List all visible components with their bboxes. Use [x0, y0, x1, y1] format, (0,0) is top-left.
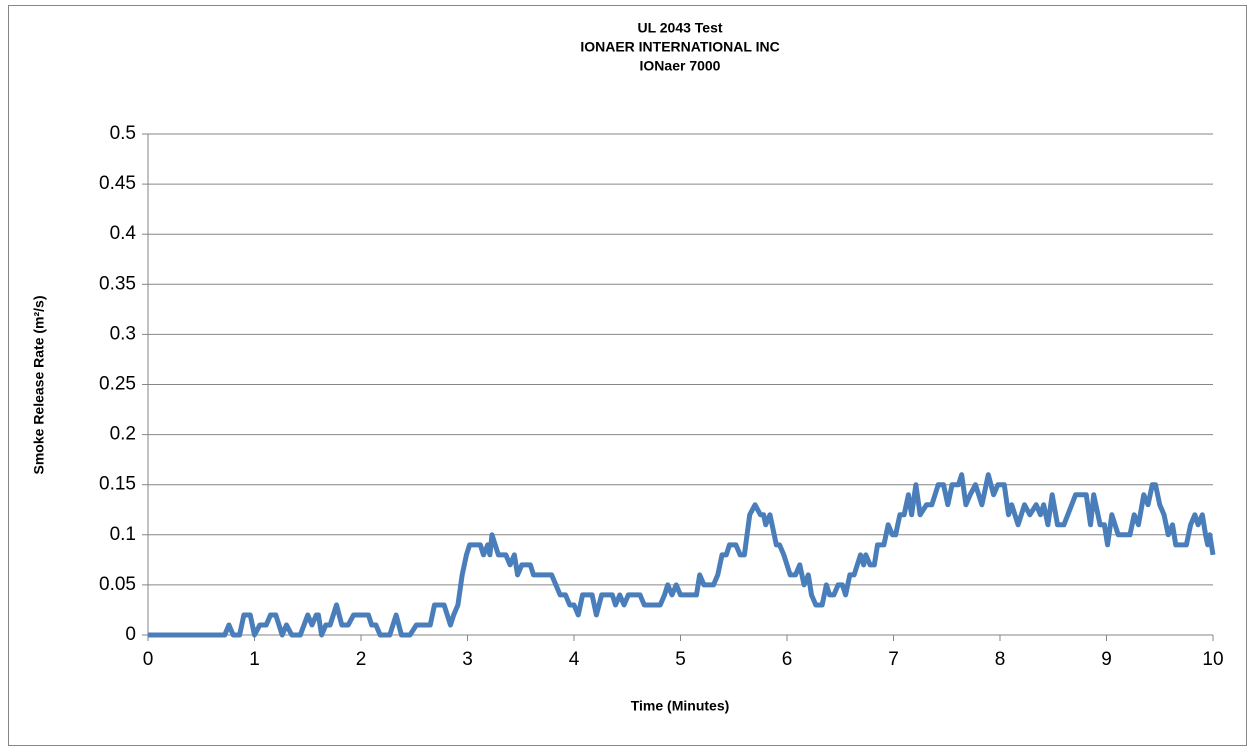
y-tick-label: 0.35: [99, 273, 136, 294]
x-tick-label: 1: [249, 649, 260, 670]
x-tick-label: 10: [1202, 649, 1223, 670]
x-tick-label: 2: [356, 649, 367, 670]
y-tick-label: 0.4: [110, 223, 137, 244]
x-axis-label: Time (Minutes): [631, 698, 730, 714]
x-tick-label: 3: [462, 649, 473, 670]
x-tick-label: 6: [782, 649, 793, 670]
y-tick-label: 0.45: [99, 173, 136, 194]
y-tick-label: 0.1: [110, 524, 136, 545]
chart-title: IONAER INTERNATIONAL INC: [580, 39, 779, 55]
y-tick-label: 0.5: [110, 123, 136, 144]
x-tick-label: 8: [995, 649, 1006, 670]
chart-title: UL 2043 Test: [637, 20, 722, 36]
x-tick-label: 7: [888, 649, 899, 670]
x-tick-label: 9: [1101, 649, 1112, 670]
data-line: [148, 472, 1216, 638]
chart-title: IONaer 7000: [640, 58, 721, 74]
y-tick-label: 0.05: [99, 574, 136, 595]
y-tick-label: 0.15: [99, 474, 136, 495]
x-tick-label: 0: [143, 649, 154, 670]
y-tick-label: 0.25: [99, 374, 136, 395]
y-tick-label: 0: [125, 624, 136, 645]
y-axis-label: Smoke Release Rate (m²/s): [31, 296, 47, 475]
x-tick-label: 5: [675, 649, 686, 670]
y-tick-label: 0.3: [110, 323, 136, 344]
x-tick-label: 4: [569, 649, 580, 670]
chart-border: [8, 5, 1247, 746]
y-tick-label: 0.2: [110, 424, 136, 445]
